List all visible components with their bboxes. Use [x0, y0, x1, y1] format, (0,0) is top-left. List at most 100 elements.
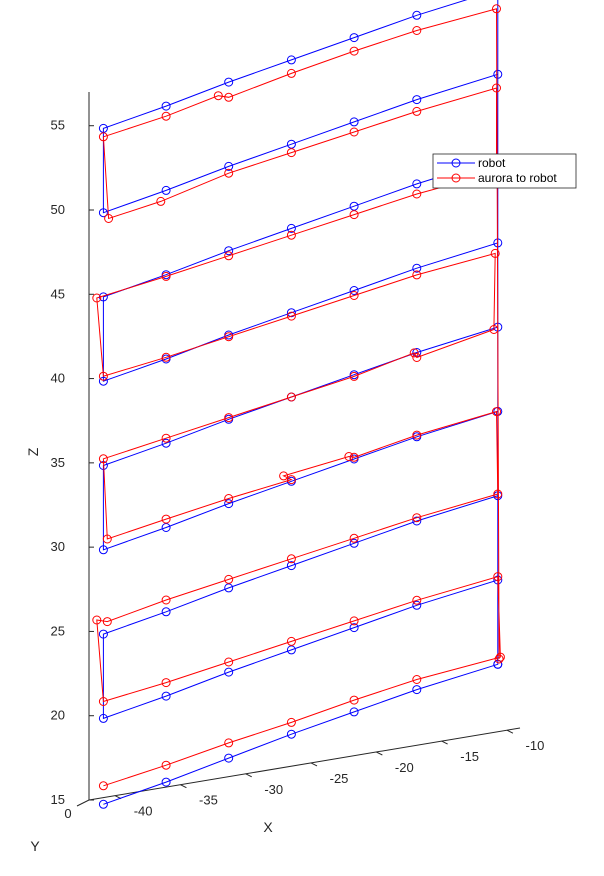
x-tick-label: -10 [526, 738, 545, 753]
data-point [161, 433, 171, 443]
legend-entry-aurora-to-robot: aurora to robot [437, 171, 557, 185]
data-point [286, 68, 296, 78]
data-point [224, 494, 234, 503]
data-point [349, 46, 359, 56]
data-point [98, 697, 108, 706]
data-point [349, 117, 359, 127]
legend-marker-robot [451, 158, 461, 168]
data-point [349, 286, 359, 295]
data-point [161, 678, 171, 688]
data-point [161, 691, 171, 701]
data-point [349, 210, 359, 220]
data-point [98, 713, 108, 723]
data-point [98, 208, 108, 218]
data-point [161, 271, 171, 281]
z-tick-label: 25 [51, 623, 65, 638]
data-point [98, 781, 108, 791]
data-point [92, 293, 102, 303]
x-tick-label: -40 [134, 804, 153, 819]
data-point [349, 127, 359, 137]
data-point [279, 471, 289, 481]
data-point [161, 352, 171, 362]
data-point [412, 430, 422, 440]
data-point [224, 92, 234, 102]
data-point [349, 371, 359, 381]
data-point [286, 392, 296, 402]
data-point [349, 452, 359, 462]
z-ticks: 15 20 25 30 35 40 45 50 55 [51, 118, 94, 807]
data-point [412, 595, 422, 605]
data-point [412, 675, 422, 684]
data-point [494, 654, 504, 664]
legend-label-aurora-to-robot: aurora to robot [478, 171, 557, 185]
data-point [349, 707, 359, 717]
data-point [412, 353, 422, 362]
z-tick-label: 40 [51, 371, 65, 386]
data-point [349, 538, 359, 548]
data-point [286, 475, 296, 485]
data-point [412, 513, 422, 523]
data-point [161, 595, 171, 605]
x-ticks: -40 -35 -30 -25 -20 -15 -10 [114, 729, 545, 819]
data-point [224, 332, 234, 342]
series-robot [98, 0, 503, 809]
y-axis-line [76, 799, 90, 807]
data-point [224, 168, 234, 178]
data-point [344, 452, 354, 461]
data-point [161, 438, 171, 448]
data-point [102, 617, 112, 627]
data-point [490, 248, 500, 258]
z-tick-label: 45 [51, 286, 65, 301]
x-tick-label: -20 [395, 760, 414, 775]
data-point [349, 695, 359, 705]
data-point [224, 77, 234, 87]
data-point [98, 371, 108, 381]
data-point [224, 667, 234, 677]
data-point [213, 91, 223, 101]
data-point [104, 214, 114, 223]
data-point [286, 55, 296, 65]
x-axis-line [88, 727, 521, 801]
data-point [98, 454, 108, 464]
data-point [286, 729, 296, 739]
data-point [98, 545, 108, 555]
z-tick-label: 55 [51, 118, 65, 133]
data-point [286, 311, 296, 321]
data-point [224, 161, 234, 171]
data-point [412, 106, 422, 116]
data-point [349, 533, 359, 543]
data-point [161, 111, 171, 121]
data-point [161, 760, 171, 770]
x-tick [441, 740, 448, 745]
data-point [161, 607, 171, 617]
data-point [492, 83, 501, 93]
legend-marker-aurora-to-robot [451, 173, 461, 183]
data-point [412, 516, 422, 526]
data-point [412, 95, 422, 105]
data-point [98, 132, 108, 142]
data-point [492, 4, 501, 14]
data-point [224, 574, 234, 584]
data-point [412, 179, 422, 189]
data-point [286, 148, 296, 158]
data-point [92, 615, 102, 625]
data-point [349, 623, 359, 633]
data-point [286, 636, 296, 646]
y-tick-label: 0 [64, 806, 71, 821]
series-layer [92, 0, 505, 809]
x-tick-label: -30 [264, 782, 283, 797]
data-point [224, 657, 234, 667]
data-point [161, 101, 171, 111]
data-point [349, 291, 359, 300]
z-tick-label: 15 [51, 792, 65, 807]
data-point [224, 246, 234, 256]
data-point [224, 499, 234, 509]
data-point [493, 489, 503, 499]
legend-entry-robot: robot [437, 156, 506, 170]
z-tick-label: 35 [51, 455, 65, 470]
data-point [286, 230, 296, 240]
x-tick [506, 729, 514, 734]
data-point [224, 251, 234, 261]
